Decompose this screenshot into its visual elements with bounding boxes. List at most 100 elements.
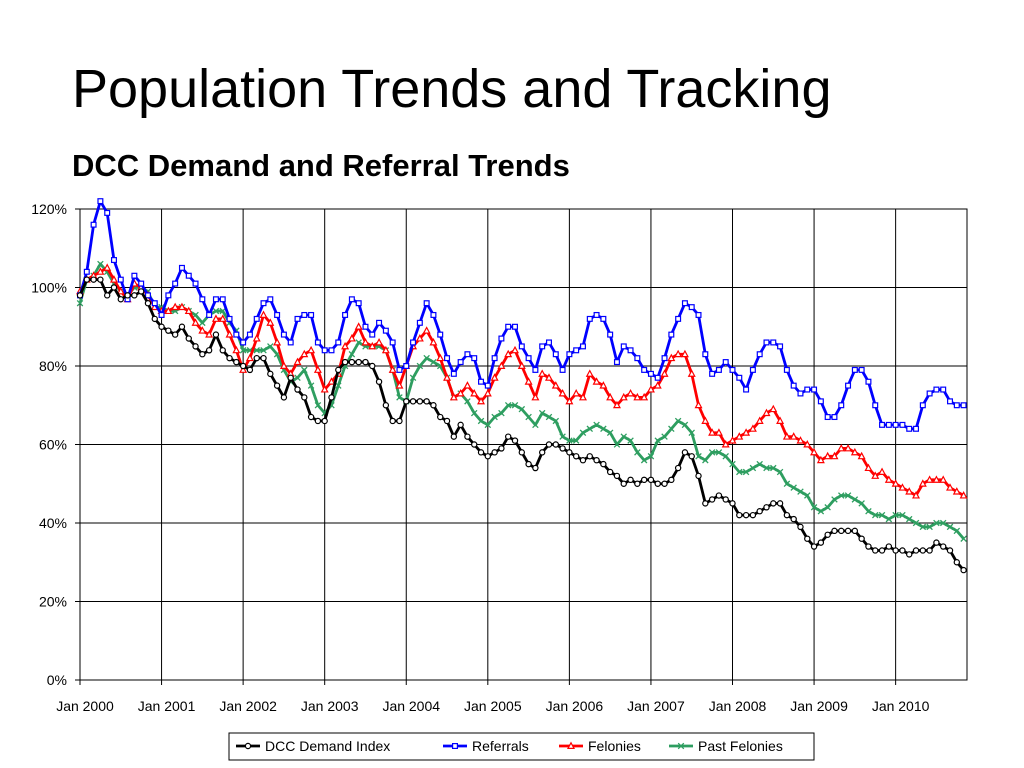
data-point bbox=[872, 547, 879, 554]
data-point bbox=[838, 402, 845, 409]
data-point bbox=[348, 296, 355, 303]
data-point bbox=[342, 311, 349, 318]
y-tick-label: 60% bbox=[39, 437, 67, 453]
data-point bbox=[777, 343, 784, 350]
data-point bbox=[933, 386, 940, 393]
data-point bbox=[709, 370, 716, 377]
data-point bbox=[511, 437, 519, 444]
data-point bbox=[681, 421, 689, 429]
data-point bbox=[219, 307, 226, 315]
data-point bbox=[253, 315, 260, 322]
data-point bbox=[824, 414, 831, 421]
data-point bbox=[457, 421, 464, 429]
data-point bbox=[695, 311, 702, 318]
data-point bbox=[321, 417, 328, 425]
data-point bbox=[313, 365, 322, 373]
data-point bbox=[538, 449, 546, 456]
x-tick-label: Jan 2003 bbox=[301, 698, 359, 714]
data-point bbox=[688, 304, 695, 311]
data-point bbox=[919, 547, 927, 554]
data-point bbox=[211, 314, 220, 322]
data-point bbox=[410, 339, 417, 346]
data-point bbox=[545, 441, 553, 448]
data-point bbox=[294, 374, 301, 382]
data-point bbox=[423, 300, 430, 307]
gridlines bbox=[79, 208, 968, 681]
data-point bbox=[335, 382, 342, 389]
data-point bbox=[219, 347, 226, 354]
data-point bbox=[871, 471, 880, 479]
data-point bbox=[137, 288, 145, 295]
data-point bbox=[688, 453, 695, 460]
data-point bbox=[885, 421, 892, 428]
data-point bbox=[376, 319, 383, 326]
legend-item: Referrals bbox=[443, 738, 529, 754]
data-point bbox=[606, 429, 614, 436]
data-point bbox=[851, 496, 859, 503]
data-point bbox=[511, 345, 520, 354]
data-point bbox=[328, 394, 335, 401]
data-point bbox=[396, 417, 403, 425]
data-point bbox=[864, 463, 873, 472]
data-point bbox=[294, 315, 301, 322]
data-point bbox=[505, 433, 512, 440]
data-point bbox=[620, 480, 627, 487]
data-point bbox=[579, 343, 586, 350]
data-point bbox=[382, 402, 390, 409]
data-point bbox=[695, 453, 702, 460]
data-point bbox=[735, 432, 744, 440]
data-point bbox=[898, 483, 907, 491]
data-point bbox=[185, 272, 192, 279]
data-point bbox=[743, 386, 750, 393]
data-point bbox=[273, 337, 282, 346]
data-point bbox=[96, 267, 105, 275]
x-tick-label: Jan 2004 bbox=[382, 698, 440, 714]
data-point bbox=[490, 373, 499, 381]
data-point bbox=[191, 318, 200, 326]
data-point bbox=[76, 299, 84, 307]
data-point bbox=[267, 370, 274, 378]
data-point bbox=[464, 351, 471, 358]
data-point bbox=[165, 292, 172, 299]
data-point bbox=[681, 449, 689, 456]
data-point bbox=[586, 453, 593, 460]
data-point bbox=[416, 398, 424, 405]
data-point bbox=[382, 327, 389, 334]
data-point bbox=[539, 343, 546, 350]
data-point bbox=[912, 547, 920, 554]
data-point bbox=[375, 337, 384, 346]
data-point bbox=[409, 374, 417, 382]
data-point bbox=[606, 468, 614, 476]
data-point bbox=[538, 369, 547, 377]
data-point bbox=[661, 480, 668, 487]
data-point bbox=[702, 456, 709, 464]
data-point bbox=[653, 381, 662, 389]
data-point bbox=[239, 365, 248, 373]
data-point bbox=[566, 351, 573, 358]
data-point bbox=[810, 543, 818, 550]
data-point bbox=[300, 349, 309, 358]
data-point bbox=[552, 417, 560, 425]
data-point bbox=[668, 425, 675, 433]
data-point bbox=[274, 311, 281, 318]
data-point bbox=[947, 398, 954, 405]
data-point bbox=[206, 311, 213, 318]
data-point bbox=[687, 369, 696, 377]
data-point bbox=[225, 330, 234, 338]
data-point bbox=[858, 366, 865, 373]
data-point bbox=[661, 433, 668, 440]
data-point bbox=[742, 428, 751, 436]
data-point bbox=[919, 523, 927, 531]
data-point bbox=[770, 500, 777, 507]
data-point bbox=[341, 358, 349, 366]
data-point bbox=[824, 531, 831, 538]
data-point bbox=[627, 476, 634, 484]
data-point bbox=[884, 475, 893, 483]
data-point bbox=[90, 276, 97, 283]
data-point bbox=[245, 353, 254, 362]
data-point bbox=[395, 381, 404, 389]
data-point bbox=[620, 433, 628, 440]
data-point bbox=[267, 296, 274, 303]
data-point bbox=[233, 331, 240, 338]
data-point bbox=[885, 543, 893, 550]
